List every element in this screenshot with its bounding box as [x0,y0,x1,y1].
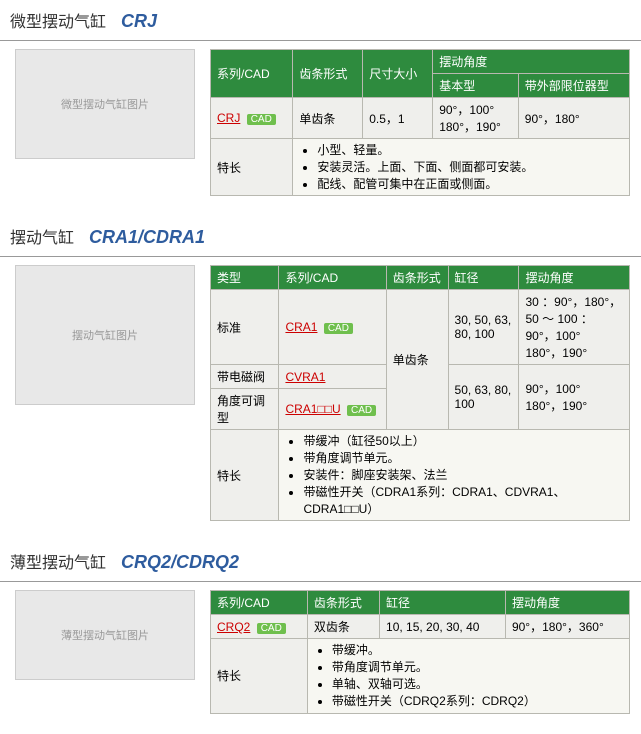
cell-rack: 单齿条 [386,290,448,430]
cell-rack: 单齿条 [293,98,363,139]
cell-series: CRQ2 CAD [211,615,308,639]
title-code: CRA1/CDRA1 [89,227,205,248]
cell-type: 标准 [211,290,279,365]
feat-list: 带缓冲。 带角度调节单元。 单轴、双轴可选。 带磁性开关（CDRQ2系列：CDR… [314,642,623,709]
cell-type: 角度可调型 [211,389,279,430]
feat-item: 带缓冲（缸径50以上） [303,433,623,450]
cell-series: CRJ CAD [211,98,293,139]
section-cra1: 摆动气缸 CRA1/CDRA1 摆动气缸图片 类型 系列/CAD 齿条形式 缸径… [0,216,641,521]
feat-item: 带磁性开关（CDRQ2系列：CDRQ2） [332,693,623,710]
feat-cell: 带缓冲。 带角度调节单元。 单轴、双轴可选。 带磁性开关（CDRQ2系列：CDR… [307,639,629,713]
title-main: 薄型摆动气缸 [10,549,106,573]
spec-table-crj: 系列/CAD 齿条形式 尺寸大小 摆动角度 基本型 带外部限位器型 CRJ CA… [210,49,630,196]
section-body: 薄型摆动气缸图片 系列/CAD 齿条形式 缸径 摆动角度 CRQ2 CAD 双齿… [0,582,641,713]
cell-angle: 90°，100° 180°，190° [519,365,630,430]
product-image-box: 薄型摆动气缸图片 [0,590,210,680]
section-crj: 微型摆动气缸 CRJ 微型摆动气缸图片 系列/CAD 齿条形式 尺寸大小 摆动角… [0,0,641,196]
feat-label: 特长 [211,139,293,196]
title-code: CRQ2/CDRQ2 [121,552,239,573]
th-rack: 齿条形式 [386,266,448,290]
feature-row: 特长 小型、轻量。 安装灵活。上面、下面、侧面都可安装。 配线、配管可集中在正面… [211,139,630,196]
section-body: 微型摆动气缸图片 系列/CAD 齿条形式 尺寸大小 摆动角度 基本型 带外部限位… [0,41,641,196]
th-type: 类型 [211,266,279,290]
table-row: 标准 CRA1 CAD 单齿条 30, 50, 63, 80, 100 30 ：… [211,290,630,365]
series-link[interactable]: CVRA1 [285,370,325,384]
cell-rack: 双齿条 [307,615,379,639]
title-code: CRJ [121,11,157,32]
cell-bore: 30, 50, 63, 80, 100 [448,290,519,365]
cad-badge[interactable]: CAD [257,623,286,634]
cell-type: 带电磁阀 [211,365,279,389]
product-image-box: 微型摆动气缸图片 [0,49,210,159]
cell-size: 0.5，1 [363,98,433,139]
section-crq2: 薄型摆动气缸 CRQ2/CDRQ2 薄型摆动气缸图片 系列/CAD 齿条形式 缸… [0,541,641,713]
cad-badge[interactable]: CAD [247,114,276,125]
cell-bore: 50, 63, 80, 100 [448,365,519,430]
feat-item: 安装件：脚座安装架、法兰 [303,467,623,484]
feat-label: 特长 [211,639,308,713]
th-size: 尺寸大小 [363,50,433,98]
cell-series: CVRA1 [279,365,386,389]
feat-item: 带缓冲。 [332,642,623,659]
cad-badge[interactable]: CAD [324,323,353,334]
feature-row: 特长 带缓冲。 带角度调节单元。 单轴、双轴可选。 带磁性开关（CDRQ2系列：… [211,639,630,713]
feat-item: 带角度调节单元。 [303,450,623,467]
feat-cell: 带缓冲（缸径50以上） 带角度调节单元。 安装件：脚座安装架、法兰 带磁性开关（… [279,430,630,521]
th-bore: 缸径 [380,591,506,615]
feat-item: 安装灵活。上面、下面、侧面都可安装。 [317,159,623,176]
th-bore: 缸径 [448,266,519,290]
table-row: CRJ CAD 单齿条 0.5，1 90°，100° 180°，190° 90°… [211,98,630,139]
product-image: 摆动气缸图片 [15,265,195,405]
cell-series: CRA1□□U CAD [279,389,386,430]
th-angle: 摆动角度 [519,266,630,290]
th-limiter: 带外部限位器型 [518,74,629,98]
spec-table-crq2: 系列/CAD 齿条形式 缸径 摆动角度 CRQ2 CAD 双齿条 10, 15,… [210,590,630,713]
th-series: 系列/CAD [211,591,308,615]
spec-table-cra1: 类型 系列/CAD 齿条形式 缸径 摆动角度 标准 CRA1 CAD 单齿条 3… [210,265,630,521]
product-image: 薄型摆动气缸图片 [15,590,195,680]
product-image: 微型摆动气缸图片 [15,49,195,159]
feat-item: 带磁性开关（CDRA1系列：CDRA1、CDVRA1、CDRA1□□U） [303,484,623,518]
series-link[interactable]: CRA1□□U [285,402,340,416]
feat-list: 带缓冲（缸径50以上） 带角度调节单元。 安装件：脚座安装架、法兰 带磁性开关（… [285,433,623,517]
section-title: 微型摆动气缸 CRJ [0,0,641,41]
section-title: 摆动气缸 CRA1/CDRA1 [0,216,641,257]
th-rack: 齿条形式 [307,591,379,615]
th-angle: 摆动角度 [505,591,629,615]
feat-item: 配线、配管可集中在正面或侧面。 [317,176,623,193]
section-title: 薄型摆动气缸 CRQ2/CDRQ2 [0,541,641,582]
feat-item: 单轴、双轴可选。 [332,676,623,693]
feature-row: 特长 带缓冲（缸径50以上） 带角度调节单元。 安装件：脚座安装架、法兰 带磁性… [211,430,630,521]
cell-angle1: 90°，100° 180°，190° [433,98,519,139]
cell-series: CRA1 CAD [279,290,386,365]
product-image-box: 摆动气缸图片 [0,265,210,405]
th-series: 系列/CAD [279,266,386,290]
table-row: CRQ2 CAD 双齿条 10, 15, 20, 30, 40 90°，180°… [211,615,630,639]
title-main: 摆动气缸 [10,224,74,248]
section-body: 摆动气缸图片 类型 系列/CAD 齿条形式 缸径 摆动角度 标准 CRA1 CA… [0,257,641,521]
feat-label: 特长 [211,430,279,521]
feat-list: 小型、轻量。 安装灵活。上面、下面、侧面都可安装。 配线、配管可集中在正面或侧面… [299,142,623,192]
title-main: 微型摆动气缸 [10,8,106,32]
cell-angle: 30 ：90°，180°， 50 ～ 100 ： 90°，100° 180°，1… [519,290,630,365]
cell-angle: 90°，180°，360° [505,615,629,639]
cell-bore: 10, 15, 20, 30, 40 [380,615,506,639]
feat-item: 小型、轻量。 [317,142,623,159]
th-rack: 齿条形式 [293,50,363,98]
feat-cell: 小型、轻量。 安装灵活。上面、下面、侧面都可安装。 配线、配管可集中在正面或侧面… [293,139,630,196]
th-angle: 摆动角度 [433,50,630,74]
th-basic: 基本型 [433,74,519,98]
cad-badge[interactable]: CAD [347,405,376,416]
series-link[interactable]: CRQ2 [217,620,250,634]
cell-angle2: 90°，180° [518,98,629,139]
series-link[interactable]: CRJ [217,111,240,125]
feat-item: 带角度调节单元。 [332,659,623,676]
th-series: 系列/CAD [211,50,293,98]
series-link[interactable]: CRA1 [285,320,317,334]
